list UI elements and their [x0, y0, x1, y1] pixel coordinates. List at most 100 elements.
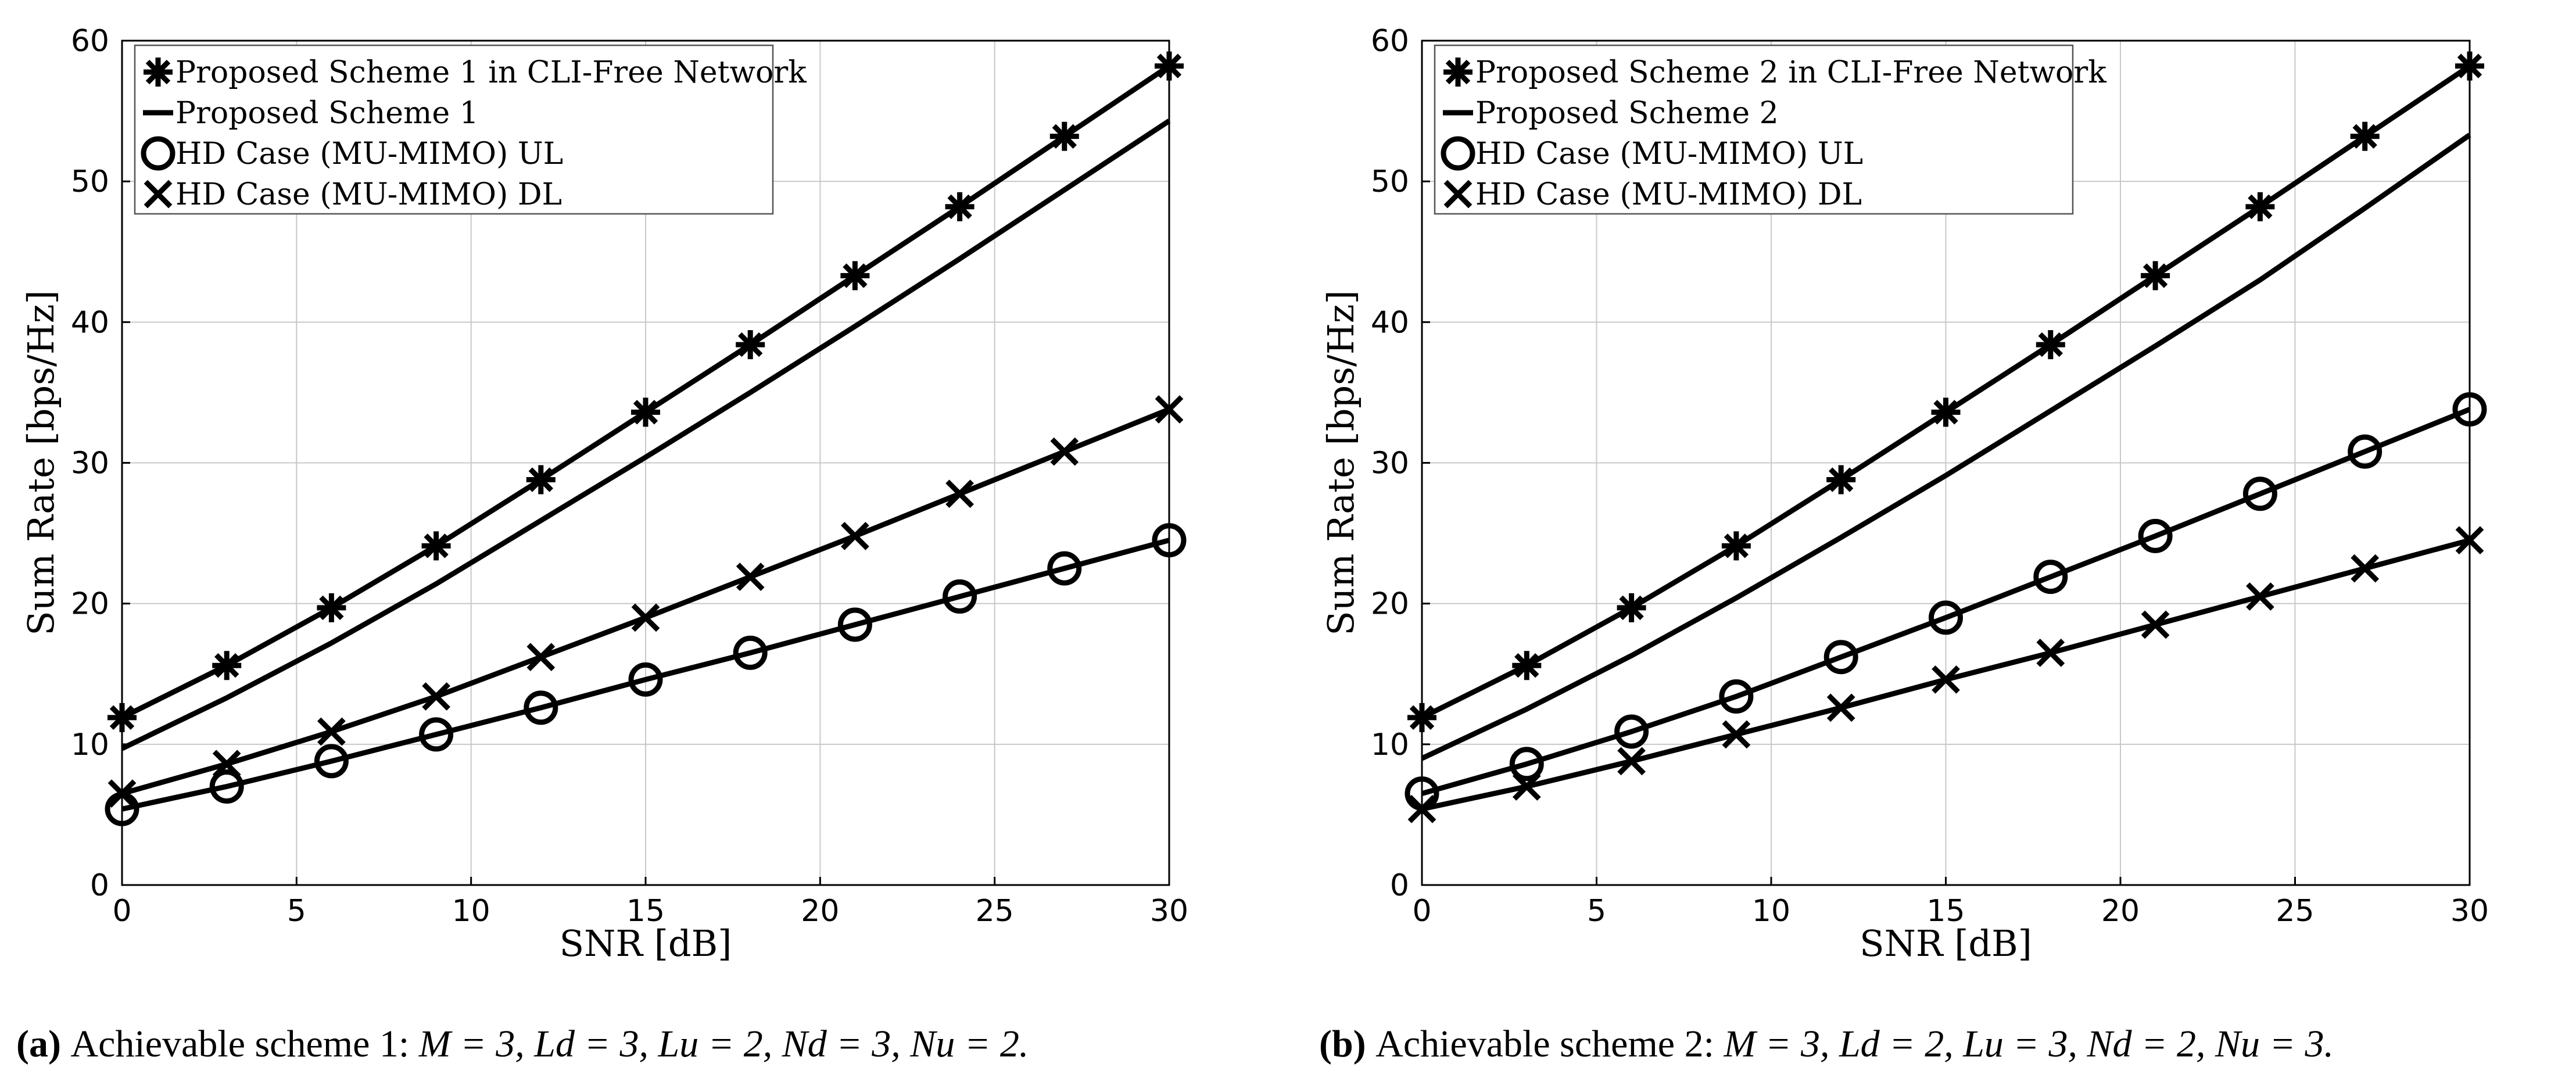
data-point-marker	[1047, 551, 1082, 586]
data-point-marker	[1155, 395, 1184, 424]
data-point-marker	[2036, 330, 2065, 360]
series-4	[108, 395, 1184, 808]
data-point-marker	[840, 261, 870, 291]
y-tick-label: 50	[1371, 164, 1409, 199]
x-tick-label: 30	[1150, 894, 1188, 929]
series-3	[105, 523, 1187, 826]
data-point-marker	[945, 479, 974, 508]
caption: (b) Achievable scheme 2: M = 3, Ld = 2, …	[1319, 1023, 2334, 1065]
data-point-marker	[733, 635, 768, 670]
data-point-marker	[1617, 593, 1646, 622]
data-point-marker	[2036, 639, 2065, 667]
data-point-marker	[419, 717, 454, 752]
data-point-marker	[2245, 192, 2275, 221]
x-tick-label: 20	[2101, 894, 2140, 929]
legend-marker-x	[144, 180, 173, 209]
y-tick-label: 0	[90, 868, 109, 903]
data-point-marker	[2348, 434, 2382, 469]
caption-params: M = 3, Ld = 2, Lu = 3, Nd = 2, Nu = 3.	[1714, 1023, 2334, 1065]
data-point-marker	[2033, 560, 2068, 594]
x-tick-label: 15	[626, 894, 665, 929]
data-point-marker	[108, 703, 137, 732]
data-point-marker	[1407, 703, 1436, 732]
data-point-marker	[1155, 51, 1184, 81]
data-point-marker	[2138, 518, 2173, 553]
data-point-marker	[1512, 772, 1541, 801]
data-point-marker	[314, 744, 349, 779]
legend-label: Proposed Scheme 2	[1475, 96, 1779, 131]
data-point-marker	[841, 522, 869, 550]
legend-item: Proposed Scheme 2 in CLI-Free Network	[1443, 55, 2106, 90]
data-point-marker	[1719, 679, 1754, 714]
data-point-marker	[1826, 693, 1855, 722]
x-tick-label: 0	[112, 894, 131, 929]
data-point-marker	[1152, 523, 1187, 558]
data-point-marker	[1509, 747, 1544, 782]
chart-panel-a: 0 5 10 15 20 25 30 0 10 20 30 40 50 60 SNR [dB] Sum Rat…	[16, 24, 1188, 1065]
x-tick-label: 10	[1752, 894, 1790, 929]
data-point-marker	[1826, 465, 1856, 495]
x-tick-label: 20	[801, 894, 839, 929]
series-line	[121, 538, 1170, 812]
plot-frame	[1421, 40, 2471, 886]
data-point-marker	[317, 593, 346, 622]
data-point-marker	[1929, 600, 1963, 635]
y-axis-label: Sum Rate [bps/Hz]	[20, 290, 62, 635]
y-tick-label: 40	[71, 305, 109, 340]
x-tick-label: 5	[1587, 894, 1606, 929]
legend-label: HD Case (MU-MIMO) UL	[1475, 137, 1863, 171]
legend-box	[1434, 44, 2074, 215]
y-tick-label: 30	[71, 446, 109, 481]
data-point-marker	[422, 682, 450, 711]
data-point-marker	[631, 397, 660, 427]
data-point-marker	[1823, 640, 1858, 675]
legend-label: Proposed Scheme 1 in CLI-Free Network	[175, 55, 807, 90]
series-line	[1421, 132, 2471, 761]
series-line	[121, 119, 1171, 751]
series-2	[1421, 132, 2471, 761]
y-tick-label: 40	[1371, 305, 1409, 340]
legend-item: Proposed Scheme 1 in CLI-Free Network	[144, 55, 807, 90]
legend-marker-star	[144, 58, 173, 87]
legend-label: HD Case (MU-MIMO) UL	[175, 137, 563, 171]
caption-params: M = 3, Ld = 3, Lu = 2, Nd = 3, Nu = 2.	[409, 1023, 1029, 1065]
x-tick-label: 5	[287, 894, 306, 929]
y-tick-label: 0	[1390, 868, 1409, 903]
data-point-marker	[736, 563, 765, 592]
legend-marker-x	[1443, 180, 1472, 209]
caption-head: Achievable scheme 1:	[70, 1023, 409, 1065]
x-tick-label: 30	[2450, 894, 2489, 929]
legend: Proposed Scheme 2 in CLI-Free Network Pro…	[1434, 44, 2106, 215]
legend-label: Proposed Scheme 2 in CLI-Free Network	[1475, 55, 2106, 90]
data-point-marker	[2351, 554, 2380, 583]
x-axis-label: SNR [dB]	[560, 922, 732, 965]
y-tick-label: 10	[71, 728, 109, 762]
data-point-marker	[212, 750, 241, 779]
y-tick-label: 60	[1371, 24, 1409, 59]
chart-panel-b: 0 5 10 15 20 25 30 0 10 20 30 40 50 60 SNR [dB] Sum Rat…	[1319, 24, 2489, 1065]
data-point-marker	[1050, 437, 1079, 466]
legend-marker-circle	[141, 136, 175, 171]
x-axis-label: SNR [dB]	[1860, 922, 2032, 965]
data-point-marker	[2141, 261, 2170, 291]
y-tick-label: 60	[71, 24, 109, 59]
x-tick-label: 10	[452, 894, 490, 929]
data-point-marker	[1722, 720, 1751, 749]
legend-label: HD Case (MU-MIMO) DL	[1475, 177, 1862, 212]
y-tick-label: 20	[1371, 587, 1409, 622]
data-point-marker	[2452, 392, 2487, 427]
legend: Proposed Scheme 1 in CLI-Free Network Pro…	[134, 44, 807, 215]
data-point-marker	[837, 607, 872, 642]
data-point-marker	[945, 192, 974, 221]
legend-marker-star	[1443, 58, 1472, 87]
x-tick-label: 15	[1926, 894, 1965, 929]
caption-tag: (a)	[16, 1023, 70, 1065]
data-point-marker	[2246, 582, 2274, 611]
data-point-marker	[736, 330, 765, 360]
data-point-marker	[2350, 121, 2380, 151]
x-tick-label: 25	[2276, 894, 2314, 929]
legend-item: HD Case (MU-MIMO) DL	[1443, 177, 1862, 212]
data-point-marker	[1512, 651, 1542, 680]
data-point-marker	[1049, 121, 1079, 151]
